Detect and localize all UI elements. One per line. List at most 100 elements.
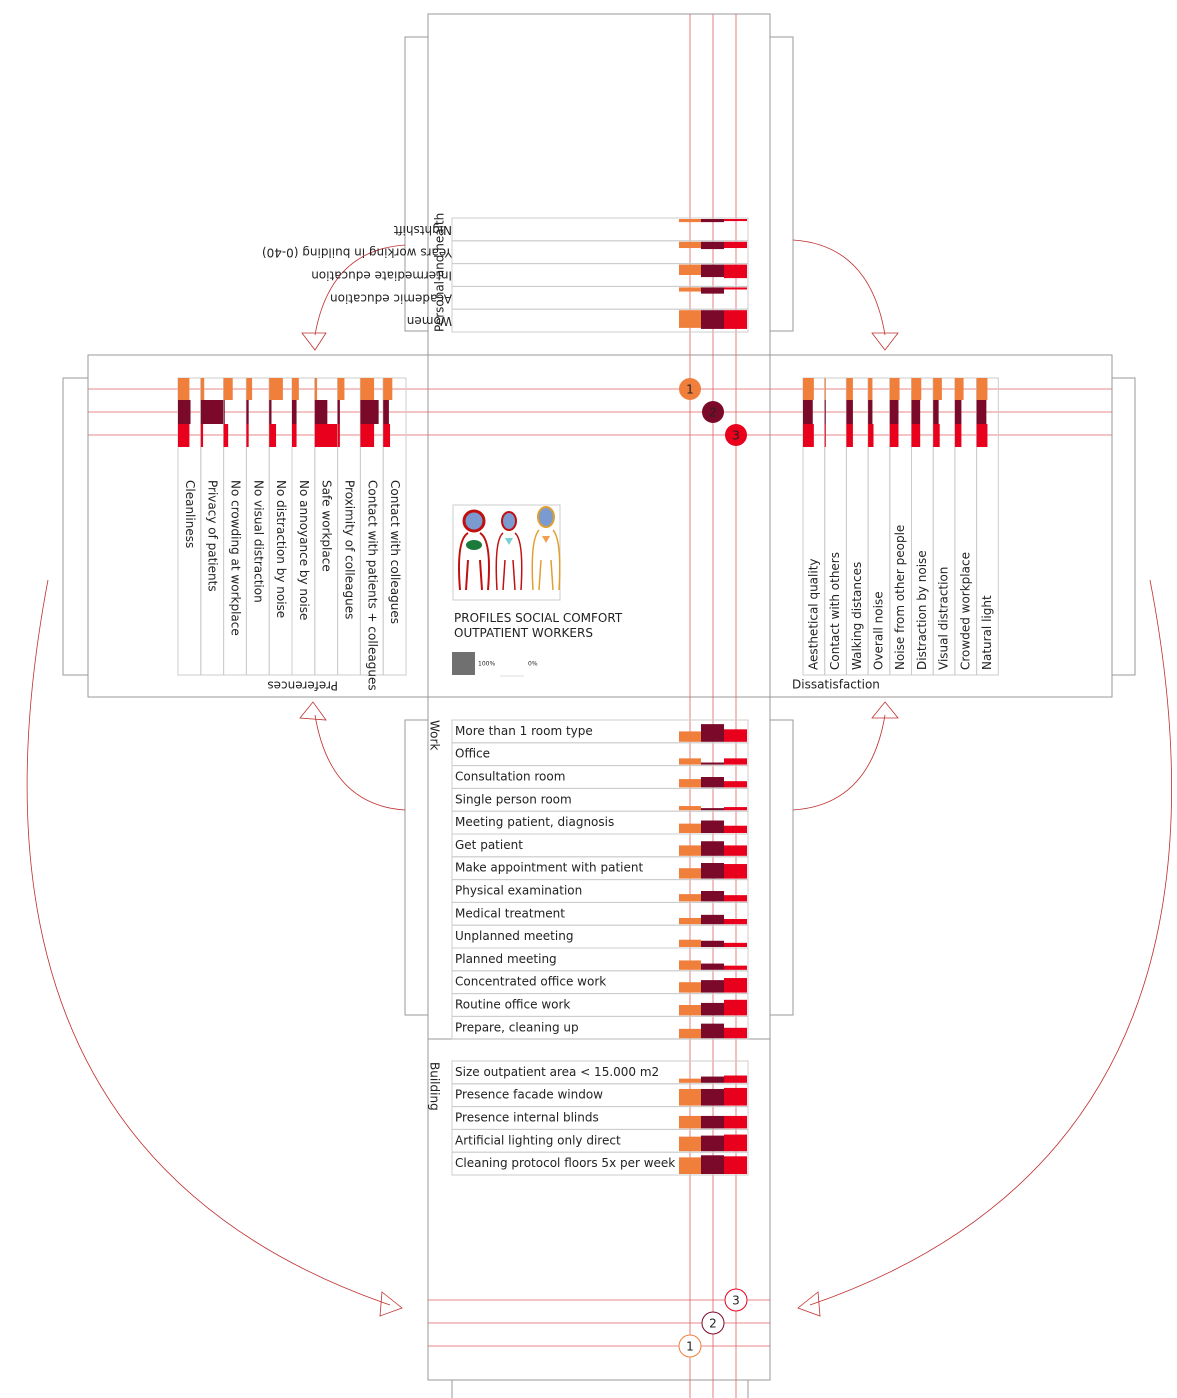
legend-high: 100% (478, 661, 495, 668)
bar (679, 779, 701, 787)
legend-low: 0% (528, 661, 538, 668)
column-label: Crowded workplace (958, 552, 972, 670)
row-label: Routine office work (455, 998, 570, 1012)
bar (868, 400, 872, 424)
bar (360, 400, 378, 424)
column-label: Visual distraction (937, 567, 951, 670)
row-label: Concentrated office work (455, 975, 606, 989)
bar (724, 729, 747, 741)
row-label: Presence internal blinds (455, 1111, 599, 1125)
row-label: Office (455, 747, 490, 761)
bar (933, 378, 942, 400)
row-frame (452, 743, 748, 766)
bar (315, 400, 328, 424)
bar (701, 841, 724, 856)
bar (724, 864, 747, 879)
bar (201, 400, 224, 424)
bar (724, 242, 747, 248)
bar (383, 400, 389, 424)
bar (246, 400, 248, 424)
bar (679, 310, 701, 328)
frames (63, 14, 1135, 1398)
section-title: Preferences (267, 679, 338, 693)
section-title: Personal and health (433, 213, 447, 332)
bar (338, 424, 340, 447)
row-label: Consultation room (455, 770, 565, 784)
bar (292, 400, 297, 424)
bar (679, 824, 701, 833)
bar (701, 1089, 724, 1106)
column-label: Contact with patients + colleagues (365, 480, 379, 691)
bar (269, 400, 271, 424)
bar (724, 265, 747, 279)
row-label: Single person room (455, 792, 572, 806)
bar (224, 424, 229, 447)
bar (701, 763, 724, 765)
bar (890, 424, 899, 447)
bar (360, 424, 374, 447)
bar (679, 806, 701, 810)
bar (679, 1157, 701, 1174)
bar (338, 378, 345, 400)
bar (701, 808, 724, 810)
bar (679, 758, 701, 764)
section-title: Dissatisfaction (792, 678, 880, 692)
profile-label: 3 (732, 429, 740, 443)
column-label: Noise from other people (893, 525, 907, 670)
bar (679, 731, 701, 741)
bar (724, 895, 747, 901)
column-label: Distraction by noise (915, 550, 929, 670)
column-label: Cleanliness (183, 480, 197, 548)
bar (701, 1136, 724, 1152)
row-label: Get patient (455, 838, 523, 852)
guides (88, 14, 1112, 1398)
bar (679, 918, 701, 924)
bar (701, 964, 724, 970)
bar (890, 400, 899, 424)
bar (679, 1005, 701, 1015)
bar (201, 424, 203, 447)
bar (701, 265, 724, 277)
row-label: Planned meeting (455, 952, 557, 966)
column-label: Natural light (980, 595, 994, 670)
bar (679, 1079, 701, 1083)
bar (803, 378, 814, 400)
bar (825, 400, 826, 424)
bar (846, 400, 853, 424)
row-label: More than 1 room type (455, 724, 593, 738)
bar (724, 1135, 747, 1152)
bar (246, 378, 252, 400)
bar (701, 1155, 724, 1174)
column-label: No distraction by noise (274, 480, 288, 618)
bar (679, 1116, 701, 1128)
bar (338, 400, 340, 424)
bar (178, 424, 189, 447)
bar (912, 378, 922, 400)
bar (383, 378, 392, 400)
bar (825, 378, 826, 400)
column-label: Aesthetical quality (806, 558, 820, 670)
bar (679, 868, 701, 878)
column-label: Privacy of patients (206, 480, 220, 592)
bar (977, 378, 988, 400)
row-label: Meeting patient, diagnosis (455, 815, 614, 829)
legend-swatch (452, 652, 475, 675)
row-label: Artificial lighting only direct (455, 1133, 621, 1147)
bar (977, 400, 987, 424)
bar (724, 826, 747, 833)
bar (912, 424, 921, 447)
column-label: Contact with colleagues (388, 480, 402, 624)
bar (701, 915, 724, 924)
profile-label: 2 (709, 406, 717, 420)
bar (679, 1137, 701, 1152)
bar (724, 310, 747, 329)
bar (269, 378, 283, 400)
bar (679, 265, 701, 275)
bar (246, 424, 248, 447)
bar (724, 978, 747, 993)
bar (679, 894, 701, 901)
bar (701, 777, 724, 787)
column-label: Overall noise (871, 591, 885, 670)
bar (178, 378, 189, 400)
profile-label: 3 (732, 1294, 740, 1308)
